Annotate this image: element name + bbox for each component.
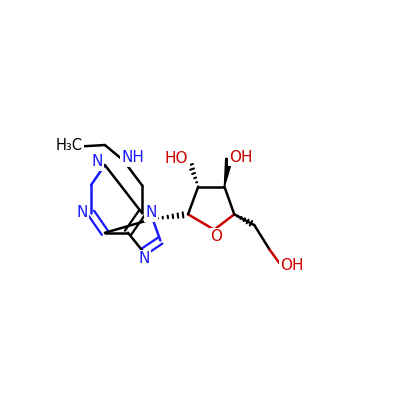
- Text: OH: OH: [280, 258, 304, 273]
- Text: N: N: [77, 205, 88, 220]
- Text: NH: NH: [121, 150, 144, 166]
- Text: N: N: [146, 205, 157, 220]
- Text: HO: HO: [165, 151, 188, 166]
- Text: N: N: [91, 154, 102, 170]
- Text: OH: OH: [229, 150, 252, 165]
- Text: N: N: [138, 251, 150, 266]
- Polygon shape: [224, 158, 232, 186]
- Text: O: O: [210, 229, 222, 244]
- Text: H₃C: H₃C: [55, 138, 82, 154]
